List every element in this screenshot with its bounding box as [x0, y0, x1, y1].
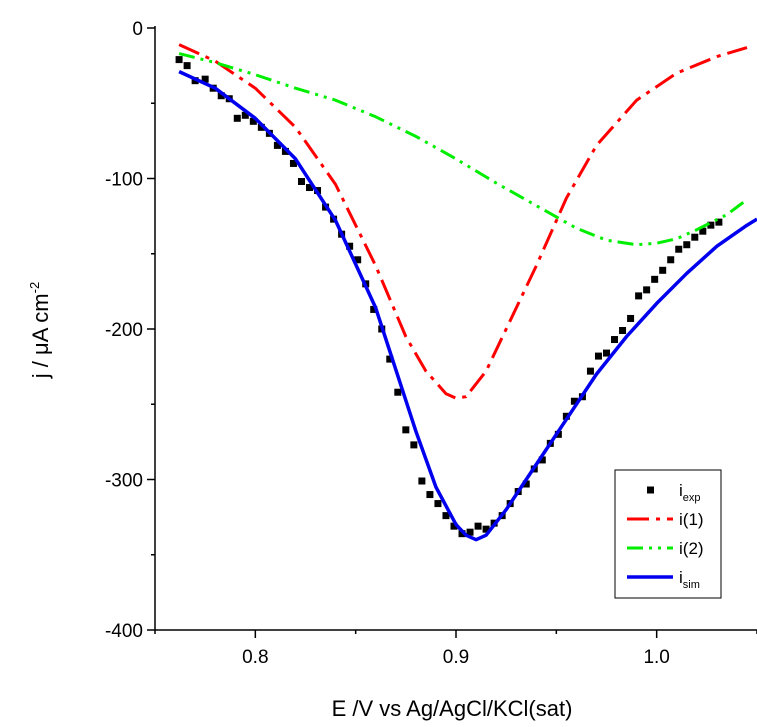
- y-tick-label: -100: [105, 170, 143, 191]
- point-exp-35: [458, 530, 466, 538]
- point-exp-37: [474, 522, 482, 530]
- point-exp-34: [450, 522, 458, 530]
- legend-marker-exp: [647, 486, 654, 494]
- legend-label-i2: i(2): [679, 539, 704, 558]
- y-axis-title-main: j / μA cm: [28, 293, 53, 379]
- point-exp-55: [619, 327, 627, 335]
- point-exp-27: [394, 388, 402, 396]
- point-exp-58: [643, 286, 651, 294]
- y-axis-title: j / μA cm-2: [27, 282, 53, 379]
- point-exp-32: [434, 500, 442, 508]
- x-tick-label: 1.0: [643, 647, 669, 668]
- point-exp-10: [257, 123, 265, 131]
- series-line-i1: [178, 43, 748, 400]
- point-exp-54: [611, 336, 619, 344]
- point-exp-0: [175, 56, 183, 64]
- point-exp-61: [667, 256, 675, 264]
- point-exp-21: [346, 242, 354, 250]
- point-exp-62: [675, 245, 683, 253]
- point-exp-67: [715, 218, 723, 226]
- legend-label-sub-exp: exp: [683, 492, 701, 504]
- legend-label-i1: i(1): [679, 510, 704, 529]
- point-exp-31: [426, 491, 434, 499]
- point-exp-38: [482, 525, 490, 533]
- point-exp-15: [297, 178, 305, 186]
- point-exp-16: [306, 184, 314, 192]
- point-exp-66: [707, 221, 715, 229]
- x-tick-label: 0.9: [443, 647, 469, 668]
- point-exp-9: [249, 117, 257, 125]
- y-tick-label: -300: [105, 471, 143, 492]
- point-exp-14: [289, 159, 297, 167]
- point-exp-13: [281, 147, 289, 155]
- point-exp-53: [603, 349, 610, 357]
- y-tick-label: -400: [105, 621, 143, 642]
- point-exp-22: [354, 256, 362, 264]
- point-exp-56: [627, 314, 635, 322]
- legend-label-sub-sim: sim: [683, 579, 700, 591]
- plot-area: [175, 43, 757, 542]
- series-group: [175, 43, 757, 542]
- point-exp-3: [201, 75, 209, 83]
- point-exp-60: [659, 266, 667, 274]
- y-axis-title-sup: -2: [27, 282, 42, 294]
- point-exp-59: [651, 275, 659, 283]
- axes: 0 -100 -200 -300 -400 0.8 0.9 1.0: [105, 19, 757, 668]
- series-line-sim: [178, 70, 757, 542]
- point-exp-28: [402, 426, 410, 434]
- point-exp-36: [466, 528, 474, 536]
- point-exp-8: [241, 111, 249, 119]
- point-exp-33: [442, 512, 450, 520]
- point-exp-29: [410, 441, 418, 449]
- series-line-i2: [178, 52, 748, 247]
- point-exp-57: [635, 292, 643, 300]
- point-exp-5: [217, 92, 225, 100]
- point-exp-12: [273, 141, 281, 149]
- legend-box: [614, 469, 722, 599]
- point-exp-7: [233, 114, 241, 122]
- point-exp-65: [699, 227, 707, 235]
- point-exp-26: [386, 355, 394, 363]
- point-exp-30: [418, 477, 426, 485]
- point-exp-64: [691, 233, 699, 241]
- point-exp-63: [683, 241, 691, 249]
- point-exp-51: [586, 367, 594, 375]
- point-exp-1: [183, 62, 191, 70]
- y-tick-label: 0: [132, 19, 143, 40]
- point-exp-49: [570, 397, 578, 405]
- x-axis-title: E /V vs Ag/AgCl/KCl(sat): [332, 696, 573, 721]
- point-exp-52: [594, 352, 602, 360]
- point-exp-45: [538, 456, 546, 464]
- point-exp-24: [370, 305, 378, 313]
- x-tick-label: 0.8: [242, 647, 268, 668]
- point-exp-43: [522, 480, 530, 488]
- y-tick-label: -200: [105, 320, 143, 341]
